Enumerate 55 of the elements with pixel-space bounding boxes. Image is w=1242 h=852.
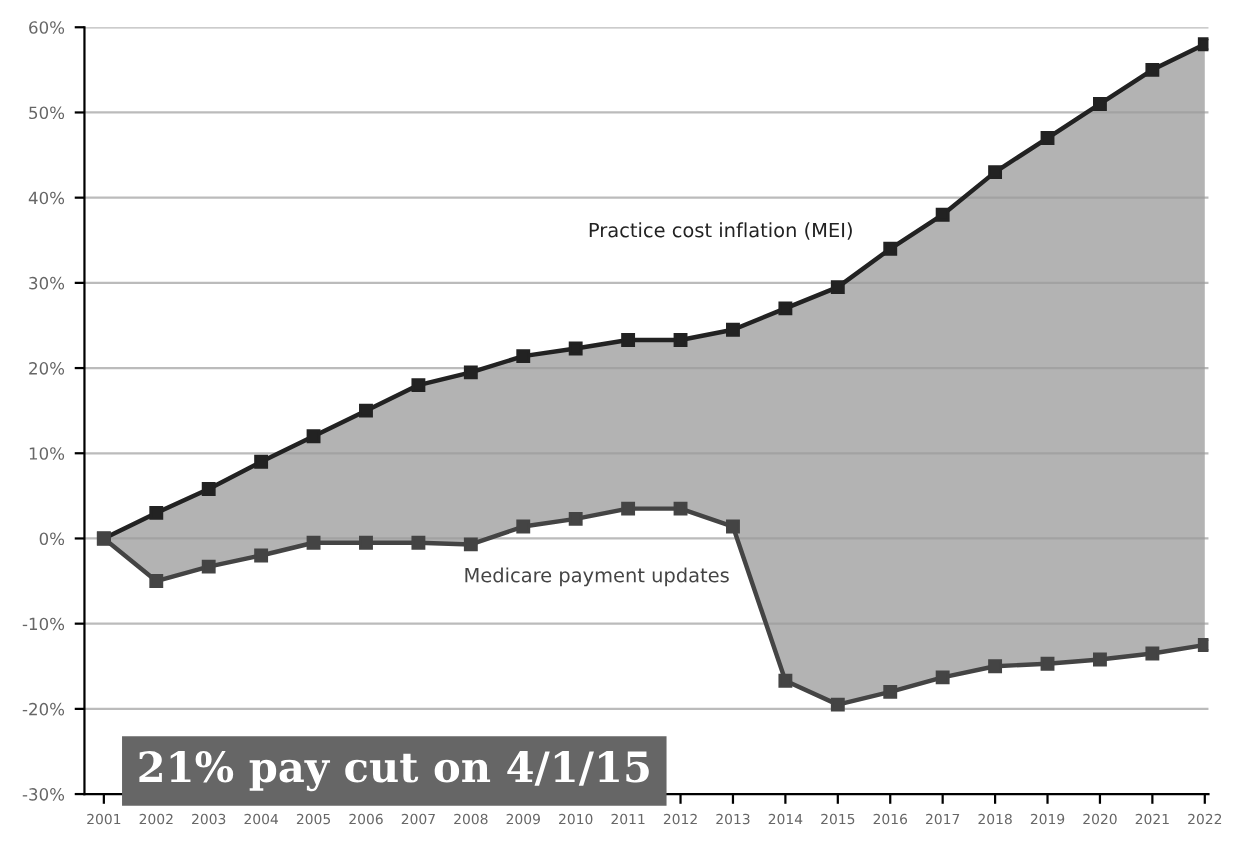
point <box>988 165 1003 180</box>
point <box>673 501 688 516</box>
point <box>883 241 898 256</box>
point <box>830 697 845 712</box>
point <box>988 659 1003 674</box>
point <box>1040 656 1055 671</box>
point <box>306 429 321 444</box>
point <box>568 341 583 356</box>
y-tick-label: 40% <box>28 191 65 205</box>
y-tick-label: -30% <box>22 788 65 801</box>
point <box>463 537 478 552</box>
y-tick-label: -10% <box>22 617 65 631</box>
y-tick-label: 60% <box>29 21 65 34</box>
point <box>254 454 269 469</box>
point <box>359 535 373 550</box>
y-tick-label: 10% <box>29 447 65 460</box>
point <box>359 403 373 418</box>
point <box>306 535 321 550</box>
point <box>935 670 950 685</box>
point <box>726 519 740 534</box>
y-tick-label: 30% <box>29 276 65 290</box>
point <box>254 548 269 563</box>
y-tick-label: 50% <box>29 106 65 120</box>
point <box>1145 646 1160 661</box>
point <box>830 280 845 295</box>
point <box>516 349 531 364</box>
point <box>1093 97 1107 111</box>
point <box>778 673 793 688</box>
point <box>778 301 793 316</box>
point <box>1197 638 1209 652</box>
point <box>568 511 583 526</box>
point <box>673 333 688 347</box>
point <box>149 574 164 589</box>
series-label: Practice cost inflation (MEI) <box>589 222 852 240</box>
point <box>463 365 478 380</box>
point <box>201 482 216 496</box>
point <box>1197 37 1209 52</box>
point <box>726 322 740 337</box>
point <box>411 535 426 550</box>
annotation: 21% pay cut on 4/1/15 <box>139 751 649 792</box>
point <box>935 207 950 222</box>
point <box>1093 652 1107 667</box>
y-tick-label: 0% <box>39 532 65 546</box>
point <box>516 519 531 534</box>
point <box>883 684 898 699</box>
point <box>1040 131 1055 145</box>
point <box>149 505 164 520</box>
point <box>411 378 426 393</box>
point <box>201 559 216 574</box>
point <box>621 333 636 347</box>
y-tick-label: 20% <box>29 362 65 375</box>
series-label: Medicare payment updates <box>465 567 729 587</box>
y-tick-label: -20% <box>22 702 65 716</box>
point <box>621 501 636 516</box>
point <box>1145 62 1160 77</box>
